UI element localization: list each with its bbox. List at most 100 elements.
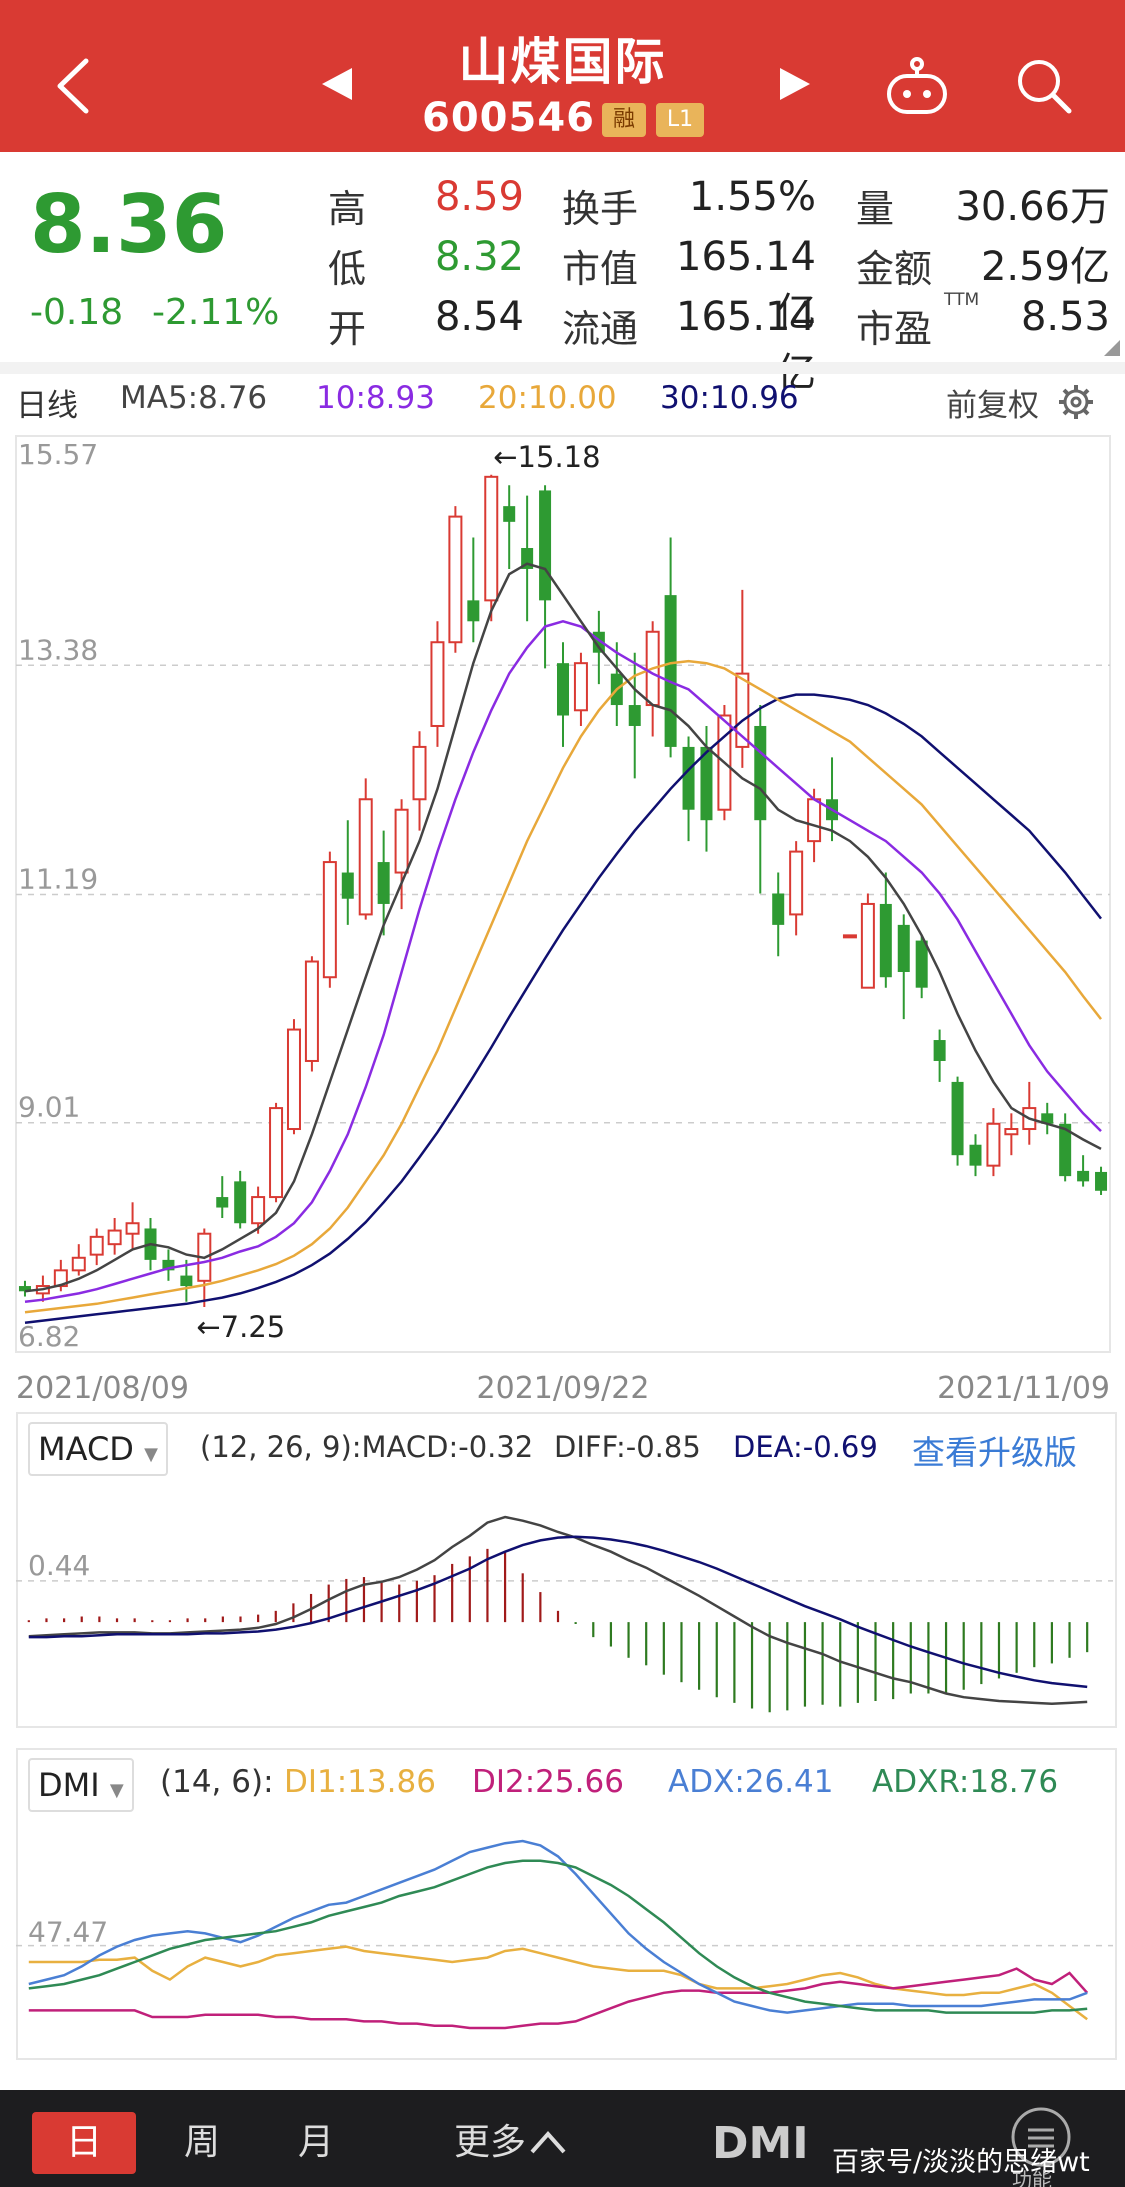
macd-params: (12, 26, 9):MACD:-0.32 (200, 1430, 534, 1464)
app-header: 山煤国际 600546 融 L1 (0, 0, 1125, 152)
tab-more[interactable]: 更多 (453, 2122, 526, 2163)
robot-icon[interactable] (884, 56, 950, 116)
open-label: 开 (328, 307, 367, 351)
low-annotation: ←7.25 (196, 1310, 285, 1344)
settings-gear-icon[interactable] (1058, 384, 1094, 420)
candle-body-up (125, 1222, 140, 1235)
candle-body-down (969, 1144, 982, 1166)
di1-line (28, 1945, 1088, 2021)
back-icon[interactable] (50, 55, 94, 117)
candle-body-up (842, 934, 857, 939)
turnover-label: 换手 (562, 187, 639, 231)
volume-label: 量 (856, 187, 895, 231)
candle-body-up (269, 1107, 284, 1199)
candle-body-up (304, 960, 319, 1062)
candle-body-down (879, 903, 892, 978)
candle-body-up (251, 1196, 266, 1225)
tab-week[interactable]: 周 (183, 2122, 220, 2163)
low-label: 低 (328, 247, 367, 291)
dif-line (28, 1515, 1088, 1706)
current-price: 8.36 (30, 178, 228, 271)
macd-chart[interactable]: 0.44 (16, 1476, 1113, 1724)
candle-body-up (430, 641, 445, 727)
tab-day[interactable]: 日 (32, 2112, 136, 2174)
candle-body-up (573, 662, 588, 712)
dmi-di1-label: DI1:13.86 (284, 1764, 436, 1800)
chevron-up-icon[interactable] (528, 2128, 568, 2156)
dmi-selector[interactable]: DMI ▼ (28, 1758, 134, 1812)
y-tick-label: 6.82 (18, 1320, 80, 1353)
x-axis-date-label: 2021/11/09 (937, 1371, 1110, 1406)
candle-body-down (682, 746, 695, 810)
macd-panel (16, 1412, 1117, 1728)
candle-body-up (860, 902, 875, 989)
high-annotation: ←15.18 (493, 440, 600, 474)
dmi-di2-label: DI2:25.66 (472, 1764, 624, 1800)
upgrade-link[interactable]: 查看升级版 (912, 1433, 1077, 1472)
ma20-label: 20:10.00 (478, 380, 617, 416)
x-axis-date-label: 2021/09/22 (477, 1371, 650, 1406)
period-label[interactable]: 日线 (16, 388, 78, 424)
candle-body-down (1059, 1123, 1072, 1177)
low-value: 8.32 (434, 234, 524, 280)
candle-body-down (539, 490, 552, 601)
ma5-line (24, 562, 1102, 1293)
candle-body-up (107, 1229, 122, 1246)
turnover-value: 1.55% (688, 174, 816, 220)
candle-body-down (1041, 1113, 1054, 1124)
x-axis-date-label: 2021/08/09 (16, 1371, 189, 1406)
candle-body-down (503, 506, 516, 522)
macd-selector[interactable]: MACD ▼ (28, 1422, 168, 1476)
y-tick-label: 15.57 (18, 438, 98, 471)
macd-dea-label: DEA:-0.69 (733, 1430, 878, 1464)
candle-body-up (89, 1235, 104, 1256)
candle-body-down (18, 1286, 31, 1292)
pe-value: 8.53 (1020, 294, 1110, 340)
di2-line (28, 1967, 1089, 2030)
candle-body-down (664, 595, 677, 747)
macd-diff-label: DIFF:-0.85 (554, 1430, 701, 1464)
y-tick-label: 11.19 (18, 863, 98, 896)
dmi-adx-label: ADX:26.41 (668, 1764, 834, 1800)
candle-body-down (772, 893, 785, 925)
pe-label: 市盈 (856, 307, 933, 351)
indicator-button[interactable]: DMI (712, 2118, 809, 2169)
next-stock-icon[interactable] (774, 64, 814, 104)
search-icon[interactable] (1014, 56, 1074, 116)
candle-body-up (71, 1256, 86, 1272)
candle-body-down (1095, 1171, 1108, 1191)
candle-body-down (700, 746, 713, 821)
dmi-chart[interactable]: 47.47 (16, 1812, 1113, 2056)
open-value: 8.54 (434, 294, 524, 340)
candle-body-up (286, 1028, 301, 1131)
candle-body-up (484, 475, 499, 602)
function-label: 功能 (1012, 2170, 1052, 2187)
kline-chart[interactable]: 15.5713.3811.199.016.82←15.18←7.252021/0… (0, 426, 1125, 1412)
candle-body-down (180, 1275, 193, 1287)
candle-body-up (322, 861, 337, 979)
candle-body-down (557, 663, 569, 716)
ma10-label: 10:8.93 (316, 380, 435, 416)
macd-selector-label: MACD (38, 1430, 134, 1468)
candle-body-up (448, 515, 463, 644)
y-tick-label: 13.38 (18, 633, 98, 666)
candle-body-down (951, 1081, 964, 1156)
adjust-label[interactable]: 前复权 (946, 388, 1039, 424)
pe-ttm-sup: TTM (944, 290, 980, 310)
stock-code: 600546 (422, 95, 595, 141)
ma30-line (24, 693, 1102, 1324)
tab-month[interactable]: 月 (297, 2122, 334, 2163)
dea-line (28, 1535, 1088, 1689)
stock-name: 山煤国际 (458, 33, 667, 91)
prev-stock-icon[interactable] (318, 64, 358, 104)
candle-body-down (162, 1259, 175, 1271)
chevron-down-icon: ▼ (144, 1444, 158, 1465)
price-change-pct: -2.11% (152, 292, 280, 333)
adx-line (28, 1839, 1088, 2014)
high-label: 高 (328, 187, 367, 231)
adxr-line (28, 1859, 1088, 2014)
candle-body-down (377, 862, 390, 904)
menu-circle-icon[interactable] (1008, 2104, 1074, 2170)
candle-body-down (234, 1181, 247, 1224)
expand-corner-icon[interactable] (1104, 340, 1120, 356)
